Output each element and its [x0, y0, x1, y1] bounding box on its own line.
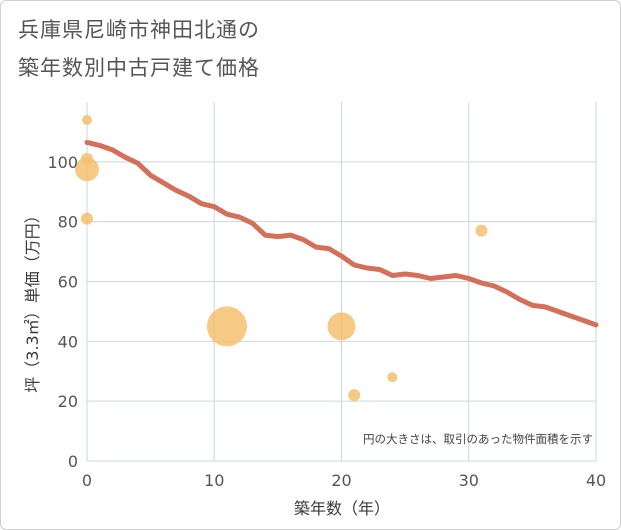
y-tick-label: 20	[58, 392, 78, 411]
chart-title-line-1: 兵庫県尼崎市神田北通の	[18, 18, 260, 42]
x-tick-label: 10	[204, 471, 224, 490]
bubble-point	[82, 114, 92, 125]
x-tick-label: 20	[331, 471, 351, 490]
y-tick-label: 0	[68, 452, 78, 471]
bubble-point	[206, 306, 247, 347]
bubble-point	[327, 312, 356, 341]
bubble-point	[387, 372, 398, 383]
grid	[86, 102, 597, 462]
bubble-point	[475, 224, 488, 237]
x-axis-label: 築年数（年）	[294, 499, 390, 518]
y-axis-label: 坪（3.3㎡）単価（万円）	[23, 207, 42, 392]
trend-line	[84, 139, 599, 328]
bubble-series	[75, 114, 488, 402]
bubble-point	[81, 212, 93, 225]
bubble-size-note: 円の大きさは、取引のあった物件面積を示す	[363, 432, 593, 446]
y-tick-label: 100	[47, 153, 78, 172]
bubble-point	[75, 157, 99, 182]
y-tick-label: 60	[58, 273, 78, 292]
x-tick-label: 40	[586, 471, 606, 490]
tick-labels: 0 20 40 60 80 100 0 10 20 30 40	[47, 153, 606, 490]
x-tick-label: 30	[459, 471, 479, 490]
x-tick-label: 0	[82, 471, 92, 490]
chart-title-line-2: 築年数別中古戸建て価格	[18, 56, 260, 80]
y-tick-label: 40	[58, 332, 78, 351]
bubble-point	[348, 389, 361, 402]
y-tick-label: 80	[58, 213, 78, 232]
